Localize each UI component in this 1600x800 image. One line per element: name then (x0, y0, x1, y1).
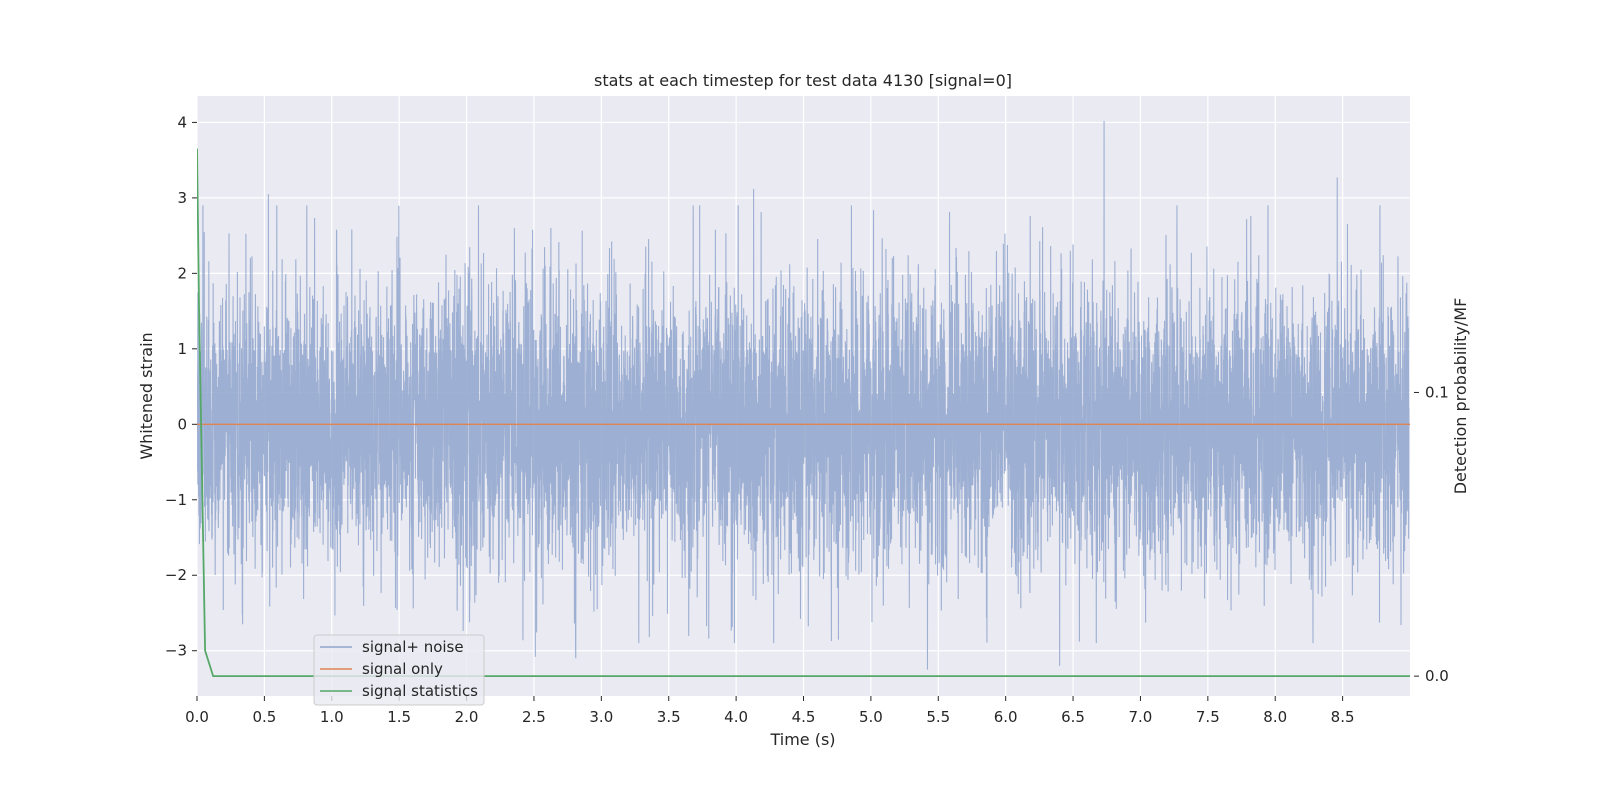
chart-title: stats at each timestep for test data 413… (594, 71, 1012, 90)
x-tick-label: 8.5 (1331, 708, 1355, 726)
x-tick-label: 8.0 (1263, 708, 1287, 726)
y-tick-label: 4 (177, 113, 187, 131)
x-tick-label: 7.5 (1196, 708, 1220, 726)
x-tick-label: 0.0 (185, 708, 209, 726)
y-tick-label: 2 (177, 264, 187, 282)
y-axis-ticks: 4 3 2 1 0 −1 −2 −3 (165, 113, 197, 660)
x-tick-label: 3.0 (589, 708, 613, 726)
y2-tick-label: 0.0 (1425, 667, 1449, 685)
y-tick-label: 3 (177, 189, 187, 207)
legend-label-signal-only: signal only (362, 660, 443, 678)
y-tick-label: −1 (165, 491, 187, 509)
x-tick-label: 2.5 (522, 708, 546, 726)
y-tick-label: 1 (177, 340, 187, 358)
series-signal-noise (197, 120, 1410, 670)
y-tick-label: −2 (165, 566, 187, 584)
legend-label-signal-noise: signal+ noise (362, 638, 464, 656)
legend: signal+ noise signal only signal statist… (313, 634, 485, 706)
x-tick-label: 2.0 (455, 708, 479, 726)
x-axis-ticks: 0.0 0.5 1.0 1.5 2.0 2.5 3.0 3.5 4.0 4.5 5.0 5.5 6.0 6… (185, 696, 1355, 726)
x-tick-label: 4.0 (724, 708, 748, 726)
x-tick-label: 5.0 (859, 708, 883, 726)
series-signal-statistics (197, 148, 1410, 678)
x-tick-label: 6.0 (994, 708, 1018, 726)
y-tick-label: 0 (177, 415, 187, 433)
x-axis-title: Time (s) (769, 730, 835, 749)
legend-box (313, 634, 485, 706)
y2-axis-title: Detection probability/MF (1451, 298, 1470, 495)
x-tick-label: 0.5 (252, 708, 276, 726)
y2-axis-ticks: 0.1 0.0 (1414, 383, 1449, 685)
x-tick-label: 1.5 (387, 708, 411, 726)
x-tick-label: 6.5 (1061, 708, 1085, 726)
x-tick-label: 3.5 (657, 708, 681, 726)
series-layer (197, 120, 1410, 678)
legend-label-signal-statistics: signal statistics (362, 682, 478, 700)
x-tick-label: 5.5 (926, 708, 950, 726)
x-tick-label: 1.0 (320, 708, 344, 726)
y2-tick-label: 0.1 (1425, 383, 1449, 401)
x-tick-label: 7.0 (1129, 708, 1153, 726)
y-axis-title: Whitened strain (137, 332, 156, 459)
x-tick-label: 4.5 (792, 708, 816, 726)
y-tick-label: −3 (165, 642, 187, 660)
